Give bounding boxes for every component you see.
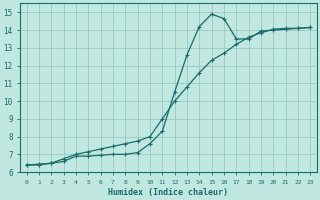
X-axis label: Humidex (Indice chaleur): Humidex (Indice chaleur)	[108, 188, 228, 197]
